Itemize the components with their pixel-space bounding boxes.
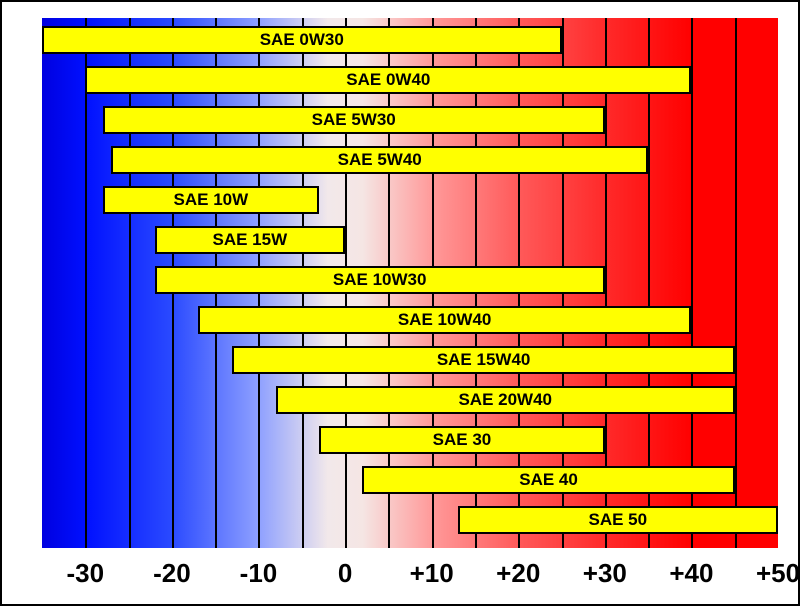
oil-grade-label: SAE 40 bbox=[519, 470, 578, 490]
x-tick-label: +10 bbox=[410, 558, 454, 589]
x-tick-label: 0 bbox=[338, 558, 352, 589]
oil-grade-label: SAE 50 bbox=[589, 510, 648, 530]
x-axis: -30-20-100+10+20+30+40+50 bbox=[42, 552, 778, 596]
oil-grade-bar: SAE 5W30 bbox=[103, 106, 605, 134]
x-tick-label: -20 bbox=[153, 558, 191, 589]
oil-grade-bar: SAE 0W40 bbox=[85, 66, 691, 94]
oil-grade-label: SAE 5W40 bbox=[338, 150, 422, 170]
oil-grade-label: SAE 0W40 bbox=[346, 70, 430, 90]
oil-grade-bar: SAE 0W30 bbox=[42, 26, 562, 54]
x-tick-label: +30 bbox=[583, 558, 627, 589]
oil-grade-label: SAE 10W30 bbox=[333, 270, 427, 290]
x-tick-label: -10 bbox=[240, 558, 278, 589]
plot-wrap: SAE 0W30SAE 0W40 SAE 5W30 SAE 5W40 SAE 10W S… bbox=[12, 10, 788, 596]
oil-grade-label: SAE 10W bbox=[174, 190, 249, 210]
x-tick-label: -30 bbox=[66, 558, 104, 589]
oil-grade-bar: SAE 50 bbox=[458, 506, 778, 534]
x-tick-label: +20 bbox=[496, 558, 540, 589]
oil-grade-bar: SAE 40 bbox=[362, 466, 734, 494]
plot-area: SAE 0W30SAE 0W40 SAE 5W30 SAE 5W40 SAE 10W S… bbox=[42, 18, 778, 548]
oil-grade-bar: SAE 5W40 bbox=[111, 146, 648, 174]
oil-grade-label: SAE 0W30 bbox=[260, 30, 344, 50]
x-tick-label: +40 bbox=[669, 558, 713, 589]
oil-grade-bar: SAE 10W30 bbox=[155, 266, 605, 294]
chart-frame: SAE 0W30SAE 0W40 SAE 5W30 SAE 5W40 SAE 10W S… bbox=[0, 0, 800, 606]
oil-grade-label: SAE 20W40 bbox=[458, 390, 552, 410]
oil-grade-label: SAE 15W bbox=[212, 230, 287, 250]
oil-grade-label: SAE 15W40 bbox=[437, 350, 531, 370]
oil-grade-label: SAE 5W30 bbox=[312, 110, 396, 130]
x-tick-label: +50 bbox=[756, 558, 800, 589]
oil-grade-bar: SAE 10W bbox=[103, 186, 319, 214]
oil-grade-bar: SAE 15W bbox=[155, 226, 345, 254]
oil-grade-bar: SAE 10W40 bbox=[198, 306, 692, 334]
oil-grade-bar: SAE 15W40 bbox=[232, 346, 734, 374]
oil-grade-label: SAE 10W40 bbox=[398, 310, 492, 330]
oil-grade-bar: SAE 30 bbox=[319, 426, 605, 454]
oil-grade-label: SAE 30 bbox=[433, 430, 492, 450]
oil-grade-bar: SAE 20W40 bbox=[276, 386, 735, 414]
bars-layer: SAE 0W30SAE 0W40 SAE 5W30 SAE 5W40 SAE 10W S… bbox=[42, 18, 778, 548]
